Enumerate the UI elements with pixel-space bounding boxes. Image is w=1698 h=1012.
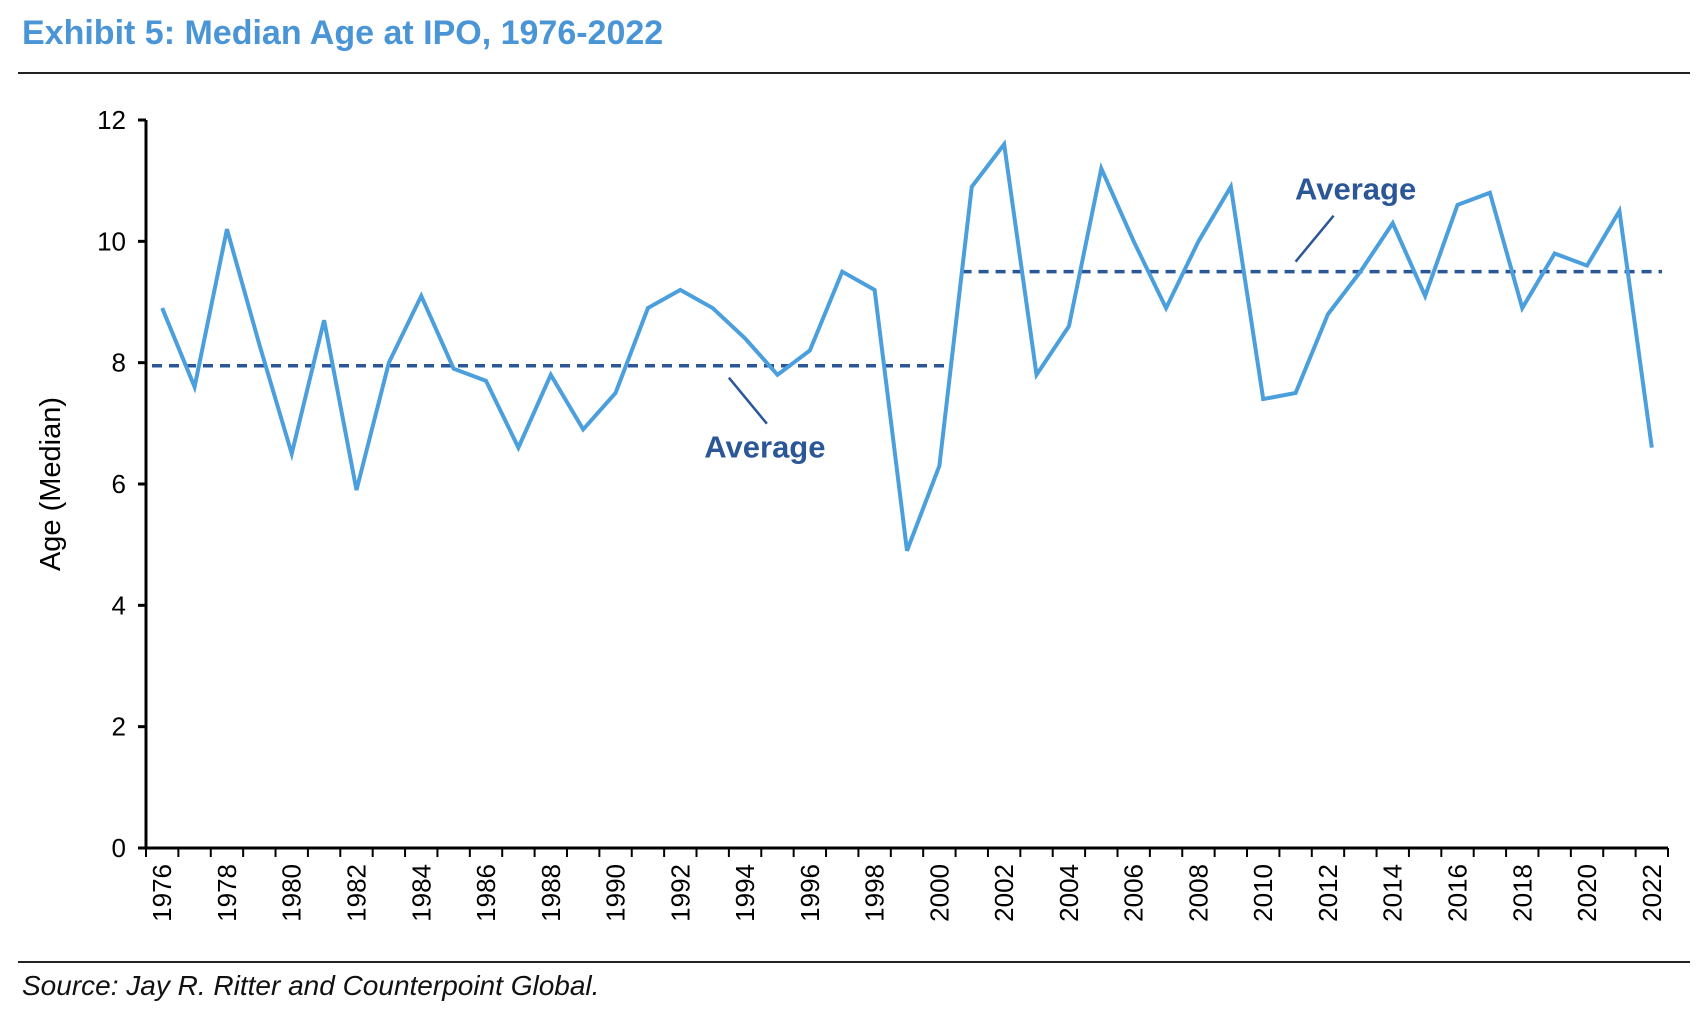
x-tick-label: 1998 — [860, 864, 890, 922]
y-tick-label: 6 — [112, 469, 126, 499]
annotation-leader-1 — [727, 376, 768, 425]
x-tick-label: 1978 — [212, 864, 242, 922]
annotation-average-1: Average — [704, 430, 825, 465]
x-tick-label: 1984 — [406, 864, 436, 922]
y-ticks: 0 2 4 6 8 10 12 — [97, 105, 146, 863]
x-tick-label: 2000 — [924, 864, 954, 922]
average-lines — [152, 269, 1662, 368]
annotations: Average Average — [704, 172, 1416, 465]
x-tick-label: 1988 — [536, 864, 566, 922]
x-ticks: 1976 1978 1980 1982 1984 1986 1988 1990 1992 1994… — [145, 848, 1669, 922]
top-rule — [18, 72, 1690, 74]
x-tick-label: 2020 — [1572, 864, 1602, 922]
x-tick-label: 2008 — [1183, 864, 1213, 922]
y-tick-label: 0 — [112, 833, 126, 863]
x-tick-label: 1992 — [665, 864, 695, 922]
annotation-average-2: Average — [1295, 172, 1416, 207]
y-tick-label: 8 — [112, 348, 126, 378]
x-tick-label: 2004 — [1054, 864, 1084, 922]
x-tick-label: 1986 — [471, 864, 501, 922]
x-tick-label: 1990 — [601, 864, 631, 922]
x-tick-label: 1982 — [341, 864, 371, 922]
bottom-rule — [18, 961, 1690, 963]
axes: Age (Median) — [35, 120, 1668, 850]
y-tick-label: 4 — [112, 590, 126, 620]
x-tick-label: 2012 — [1313, 864, 1343, 922]
x-tick-label: 2018 — [1507, 864, 1537, 922]
x-tick-label: 1996 — [795, 864, 825, 922]
y-tick-label: 12 — [97, 105, 126, 135]
y-tick-label: 2 — [112, 712, 126, 742]
x-tick-label: 2022 — [1637, 864, 1667, 922]
x-tick-label: 2002 — [989, 864, 1019, 922]
source-note: Source: Jay R. Ritter and Counterpoint G… — [22, 970, 600, 1001]
x-tick-label: 2016 — [1443, 864, 1473, 922]
x-tick-label: 1980 — [277, 864, 307, 922]
y-axis-label: Age (Median) — [35, 397, 67, 571]
series — [160, 139, 1654, 552]
x-tick-label: 2010 — [1248, 864, 1278, 922]
chart-title: Exhibit 5: Median Age at IPO, 1976-2022 — [22, 14, 664, 52]
x-tick-label: 1994 — [730, 864, 760, 922]
y-tick-label: 10 — [97, 226, 126, 256]
x-tick-label: 1976 — [147, 864, 177, 922]
x-tick-label: 2014 — [1378, 864, 1408, 922]
series-line-1 — [160, 139, 1654, 552]
annotation-leader-2 — [1294, 214, 1335, 263]
x-tick-label: 2006 — [1119, 864, 1149, 922]
